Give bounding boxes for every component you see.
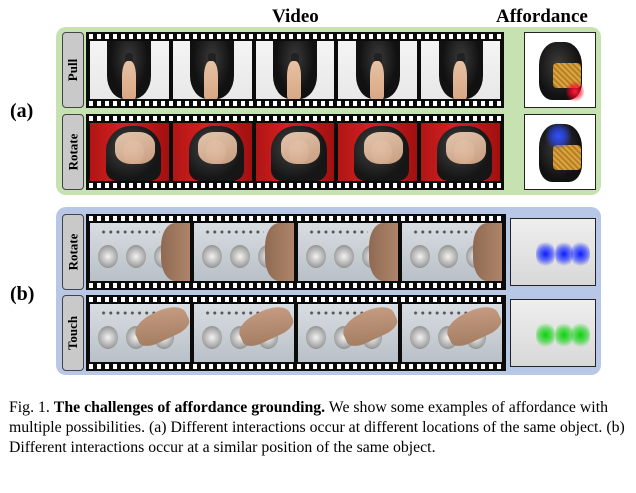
video-frame: [172, 123, 252, 181]
video-frame: [338, 123, 418, 181]
row-label-text: Touch: [65, 315, 80, 351]
figure-number: Fig. 1.: [9, 399, 50, 416]
panel-a: Pull Rotate: [56, 27, 601, 195]
video-frame: [172, 41, 252, 99]
video-frame: [90, 223, 190, 281]
figure-title: The challenges of affordance grounding.: [53, 399, 326, 416]
video-frame: [338, 41, 418, 99]
row-label-text: Rotate: [65, 133, 81, 171]
affordance-heatmap-rotate-b: [510, 218, 596, 286]
video-frame: [298, 223, 398, 281]
panel-a-label: (a): [10, 100, 34, 122]
video-frame: [90, 123, 169, 181]
video-frame: [90, 41, 169, 99]
video-frame: [421, 123, 500, 181]
video-frame: [421, 41, 500, 99]
video-frame: [90, 304, 190, 362]
video-frame: [194, 223, 294, 281]
video-frame: [298, 304, 398, 362]
film-strip-pull: [86, 32, 504, 108]
figure-caption: Fig. 1. The challenges of affordance gro…: [9, 398, 631, 458]
figure-caption-body: We show some examples of affordance with…: [9, 399, 625, 456]
film-strip-touch: [86, 295, 506, 371]
row-label-text: Rotate: [65, 233, 81, 271]
video-column-header: Video: [272, 6, 319, 27]
video-frame: [255, 41, 335, 99]
panel-b: Rotate Touch: [56, 207, 601, 375]
affordance-heatmap-rotate-a: [524, 114, 596, 190]
panel-b-label: (b): [10, 283, 35, 305]
affordance-column-header: Affordance: [496, 6, 588, 27]
row-label-text: Pull: [65, 58, 80, 82]
row-label-pull: Pull: [62, 32, 84, 108]
film-strip-rotate-b: [86, 214, 506, 290]
film-strip-rotate-a: [86, 114, 504, 190]
video-frame: [402, 304, 502, 362]
row-label-rotate: Rotate: [62, 114, 84, 190]
affordance-heatmap-touch: [510, 299, 596, 367]
affordance-heatmap-pull: [524, 32, 596, 108]
row-label-touch: Touch: [62, 295, 84, 371]
video-frame: [194, 304, 294, 362]
video-frame: [402, 223, 502, 281]
row-label-rotate: Rotate: [62, 214, 84, 290]
video-frame: [255, 123, 335, 181]
